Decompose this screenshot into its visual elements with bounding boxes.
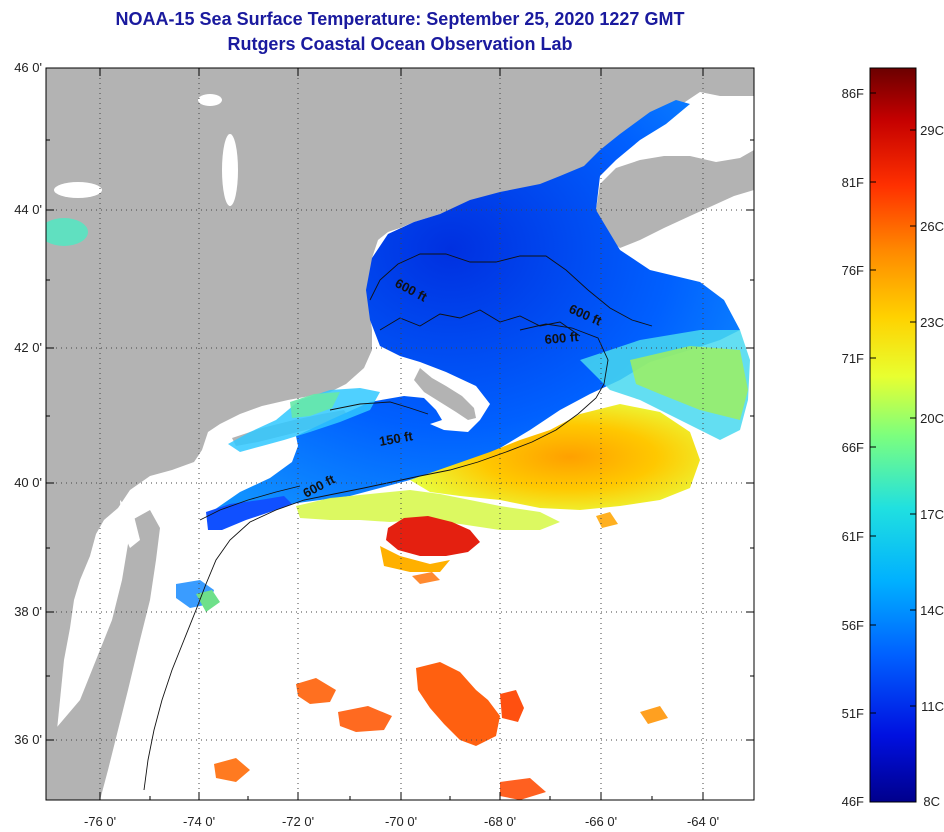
colorbar-c-label: 8C xyxy=(923,794,940,809)
sst-south-patch xyxy=(412,572,440,584)
land-delmarva xyxy=(46,510,160,800)
lat-label: 36 0' xyxy=(14,732,42,747)
graticule xyxy=(46,68,754,800)
sst-south-patch xyxy=(500,778,546,800)
land-cape-cod xyxy=(414,368,476,420)
lon-label: -70 0' xyxy=(385,814,417,829)
contour-label: 600 ft xyxy=(544,329,580,347)
colorbar-f-label: 66F xyxy=(842,440,864,455)
axis-ticks xyxy=(46,67,754,800)
chesapeake-bay xyxy=(78,560,100,700)
contour-label: 150 ft xyxy=(378,428,415,449)
sst-south-patch xyxy=(500,690,524,722)
colorbar-ticks xyxy=(870,92,916,714)
sst-south-patch xyxy=(338,706,392,732)
colorbar-f-label: 51F xyxy=(842,706,864,721)
sst-coastal-cyan xyxy=(228,388,380,452)
map-panel: 600 ft 600 ft 600 ft 150 ft 600 ft xyxy=(46,68,754,800)
lon-label: -76 0' xyxy=(84,814,116,829)
map-subtitle: Rutgers Coastal Ocean Observation Lab xyxy=(227,34,573,54)
lon-label: -74 0' xyxy=(183,814,215,829)
lat-label: 44 0' xyxy=(14,202,42,217)
colorbar-c-label: 11C xyxy=(921,699,944,714)
sst-south-patch xyxy=(640,706,668,724)
colorbar-f-label: 61F xyxy=(842,529,864,544)
lon-label: -68 0' xyxy=(484,814,516,829)
colorbar-f-label: 71F xyxy=(842,351,864,366)
colorbar-c-label: 14C xyxy=(920,603,944,618)
map-title: NOAA-15 Sea Surface Temperature: Septemb… xyxy=(115,9,685,29)
delaware-bay xyxy=(120,500,140,548)
colorbar-c-label: 20C xyxy=(920,411,944,426)
colorbar-f-label: 46F xyxy=(842,794,864,809)
lon-label: -64 0' xyxy=(687,814,719,829)
colorbar-c-label: 29C xyxy=(920,123,944,138)
colorbar-c-label: 23C xyxy=(920,315,944,330)
lake xyxy=(198,94,222,106)
sst-coastal-green xyxy=(290,392,340,418)
lat-label: 38 0' xyxy=(14,604,42,619)
sst-warm-core xyxy=(410,404,700,510)
colorbar-f-label: 81F xyxy=(842,175,864,190)
land-mass xyxy=(46,68,754,800)
sst-south-patch xyxy=(214,758,250,782)
sst-warm-edge xyxy=(296,490,560,530)
lake xyxy=(54,182,102,198)
colorbar-c-label: 26C xyxy=(920,219,944,234)
sst-south-patch xyxy=(416,662,500,746)
sst-slope-green xyxy=(630,346,748,420)
temperature-colorbar xyxy=(869,67,917,803)
sst-warm-eddy xyxy=(386,516,480,556)
map-frame xyxy=(45,67,755,801)
lat-label: 40 0' xyxy=(14,475,42,490)
colorbar-f-label: 56F xyxy=(842,618,864,633)
lat-label: 46 0' xyxy=(14,60,42,75)
sst-south-patch xyxy=(296,678,336,704)
lake xyxy=(222,134,238,206)
land-nova-scotia xyxy=(596,150,754,248)
lon-label: -72 0' xyxy=(282,814,314,829)
sst-inland-patch xyxy=(46,218,88,246)
colorbar-f-label: 86F xyxy=(842,86,864,101)
colorbar-c-label: 17C xyxy=(920,507,944,522)
lon-label: -66 0' xyxy=(585,814,617,829)
sst-eddy-rim xyxy=(380,546,450,572)
colorbar-f-label: 76F xyxy=(842,263,864,278)
lat-label: 42 0' xyxy=(14,340,42,355)
sst-nj-coastal xyxy=(206,496,292,530)
isobath-contours xyxy=(143,253,653,791)
